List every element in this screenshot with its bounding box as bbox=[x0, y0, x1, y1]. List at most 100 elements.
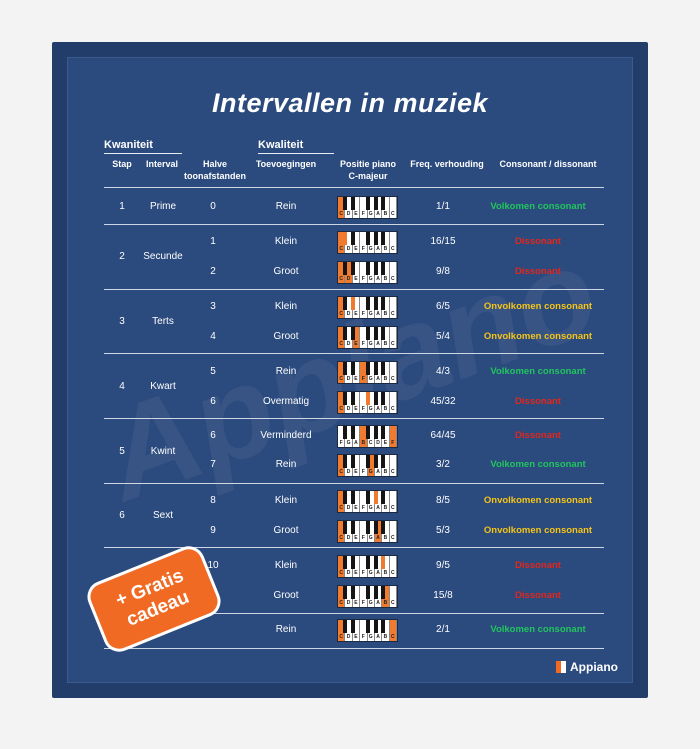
key-label: C bbox=[391, 505, 395, 511]
black-key bbox=[350, 362, 355, 375]
white-key: B bbox=[382, 586, 390, 607]
key-label: B bbox=[361, 440, 366, 446]
black-key bbox=[350, 556, 355, 569]
black-key bbox=[350, 426, 355, 439]
key-label: E bbox=[383, 440, 388, 446]
key-label: B bbox=[383, 246, 388, 252]
cell-interval: Sext bbox=[152, 510, 173, 521]
key-label: F bbox=[361, 211, 365, 217]
key-label: B bbox=[383, 211, 388, 217]
black-key bbox=[381, 232, 386, 245]
cell-toevoeging: Groot bbox=[273, 331, 299, 342]
key-label: B bbox=[383, 570, 388, 576]
key-label: A bbox=[376, 311, 380, 317]
cell-freq: 15/8 bbox=[433, 590, 453, 601]
key-label: F bbox=[361, 276, 365, 282]
black-key bbox=[373, 327, 378, 340]
key-label: C bbox=[391, 276, 395, 282]
key-label: D bbox=[346, 376, 351, 382]
key-label: E bbox=[354, 341, 358, 347]
cell-toevoeging: Groot bbox=[273, 525, 299, 536]
key-label: F bbox=[361, 341, 365, 347]
cell-freq: 4/3 bbox=[436, 366, 450, 377]
key-label: C bbox=[391, 634, 395, 640]
header-stap: Stap bbox=[112, 159, 132, 169]
key-label: A bbox=[376, 341, 380, 347]
black-key bbox=[373, 232, 378, 245]
cell-stap: 3 bbox=[119, 316, 125, 327]
cell-consonant: Dissonant bbox=[515, 430, 561, 441]
white-key: C bbox=[389, 297, 397, 318]
key-label: F bbox=[339, 440, 343, 446]
key-label: C bbox=[339, 505, 343, 511]
key-label: D bbox=[346, 570, 351, 576]
key-label: D bbox=[346, 600, 351, 606]
black-key bbox=[366, 362, 370, 375]
black-key bbox=[366, 232, 370, 245]
white-key: E bbox=[352, 586, 361, 607]
black-key bbox=[373, 197, 378, 210]
cell-halve: 8 bbox=[210, 495, 216, 506]
key-label: C bbox=[339, 570, 343, 576]
black-key bbox=[381, 262, 386, 275]
cell-freq: 6/5 bbox=[436, 301, 450, 312]
white-key: C bbox=[389, 262, 397, 283]
key-label: F bbox=[361, 600, 365, 606]
black-key bbox=[350, 491, 355, 504]
cell-toevoeging: Klein bbox=[274, 301, 298, 312]
cell-halve: 0 bbox=[210, 201, 216, 212]
white-key: C bbox=[389, 232, 397, 253]
cell-stap: 5 bbox=[119, 446, 125, 457]
white-key: E bbox=[352, 362, 361, 383]
cell-interval: Prime bbox=[149, 201, 177, 212]
black-key bbox=[366, 392, 370, 405]
black-key bbox=[381, 362, 386, 375]
black-key bbox=[343, 426, 348, 439]
logo-text: Appiano bbox=[570, 660, 618, 674]
key-label: D bbox=[346, 634, 351, 640]
key-label: C bbox=[391, 535, 395, 541]
key-label: B bbox=[383, 406, 388, 412]
cell-consonant: Volkomen consonant bbox=[490, 366, 586, 377]
key-label: G bbox=[368, 406, 373, 412]
white-key: C bbox=[389, 392, 397, 413]
key-label: D bbox=[346, 211, 351, 217]
black-key bbox=[381, 455, 386, 468]
key-label: C bbox=[391, 469, 395, 475]
key-label: D bbox=[346, 341, 351, 347]
key-label: A bbox=[376, 276, 380, 282]
cell-consonant: Dissonant bbox=[515, 236, 561, 247]
cell-interval: Kwart bbox=[150, 381, 176, 392]
key-label: A bbox=[376, 211, 380, 217]
black-key bbox=[381, 197, 386, 210]
white-key: C bbox=[389, 491, 397, 512]
key-label: A bbox=[376, 505, 380, 511]
cell-consonant: Volkomen consonant bbox=[490, 201, 586, 212]
key-label: C bbox=[339, 246, 343, 252]
row-divider bbox=[104, 224, 604, 225]
key-label: G bbox=[368, 276, 373, 282]
black-key bbox=[381, 620, 386, 633]
key-label: F bbox=[361, 535, 365, 541]
black-key bbox=[373, 392, 378, 405]
black-key bbox=[366, 521, 370, 534]
black-key bbox=[373, 556, 378, 569]
header-toevoegingen: Toevoegingen bbox=[255, 159, 317, 169]
key-label: C bbox=[391, 570, 395, 576]
key-label: C bbox=[391, 341, 395, 347]
row-divider bbox=[104, 353, 604, 354]
key-label: C bbox=[391, 211, 395, 217]
key-label: C bbox=[339, 634, 343, 640]
key-label: B bbox=[383, 276, 388, 282]
black-key bbox=[343, 521, 348, 534]
white-key: A bbox=[352, 426, 361, 447]
cell-toevoeging: Groot bbox=[273, 266, 299, 277]
cell-toevoeging: Klein bbox=[274, 495, 298, 506]
black-key bbox=[366, 327, 370, 340]
black-key bbox=[366, 297, 370, 310]
black-key bbox=[350, 455, 355, 468]
cell-freq: 45/32 bbox=[430, 396, 456, 407]
